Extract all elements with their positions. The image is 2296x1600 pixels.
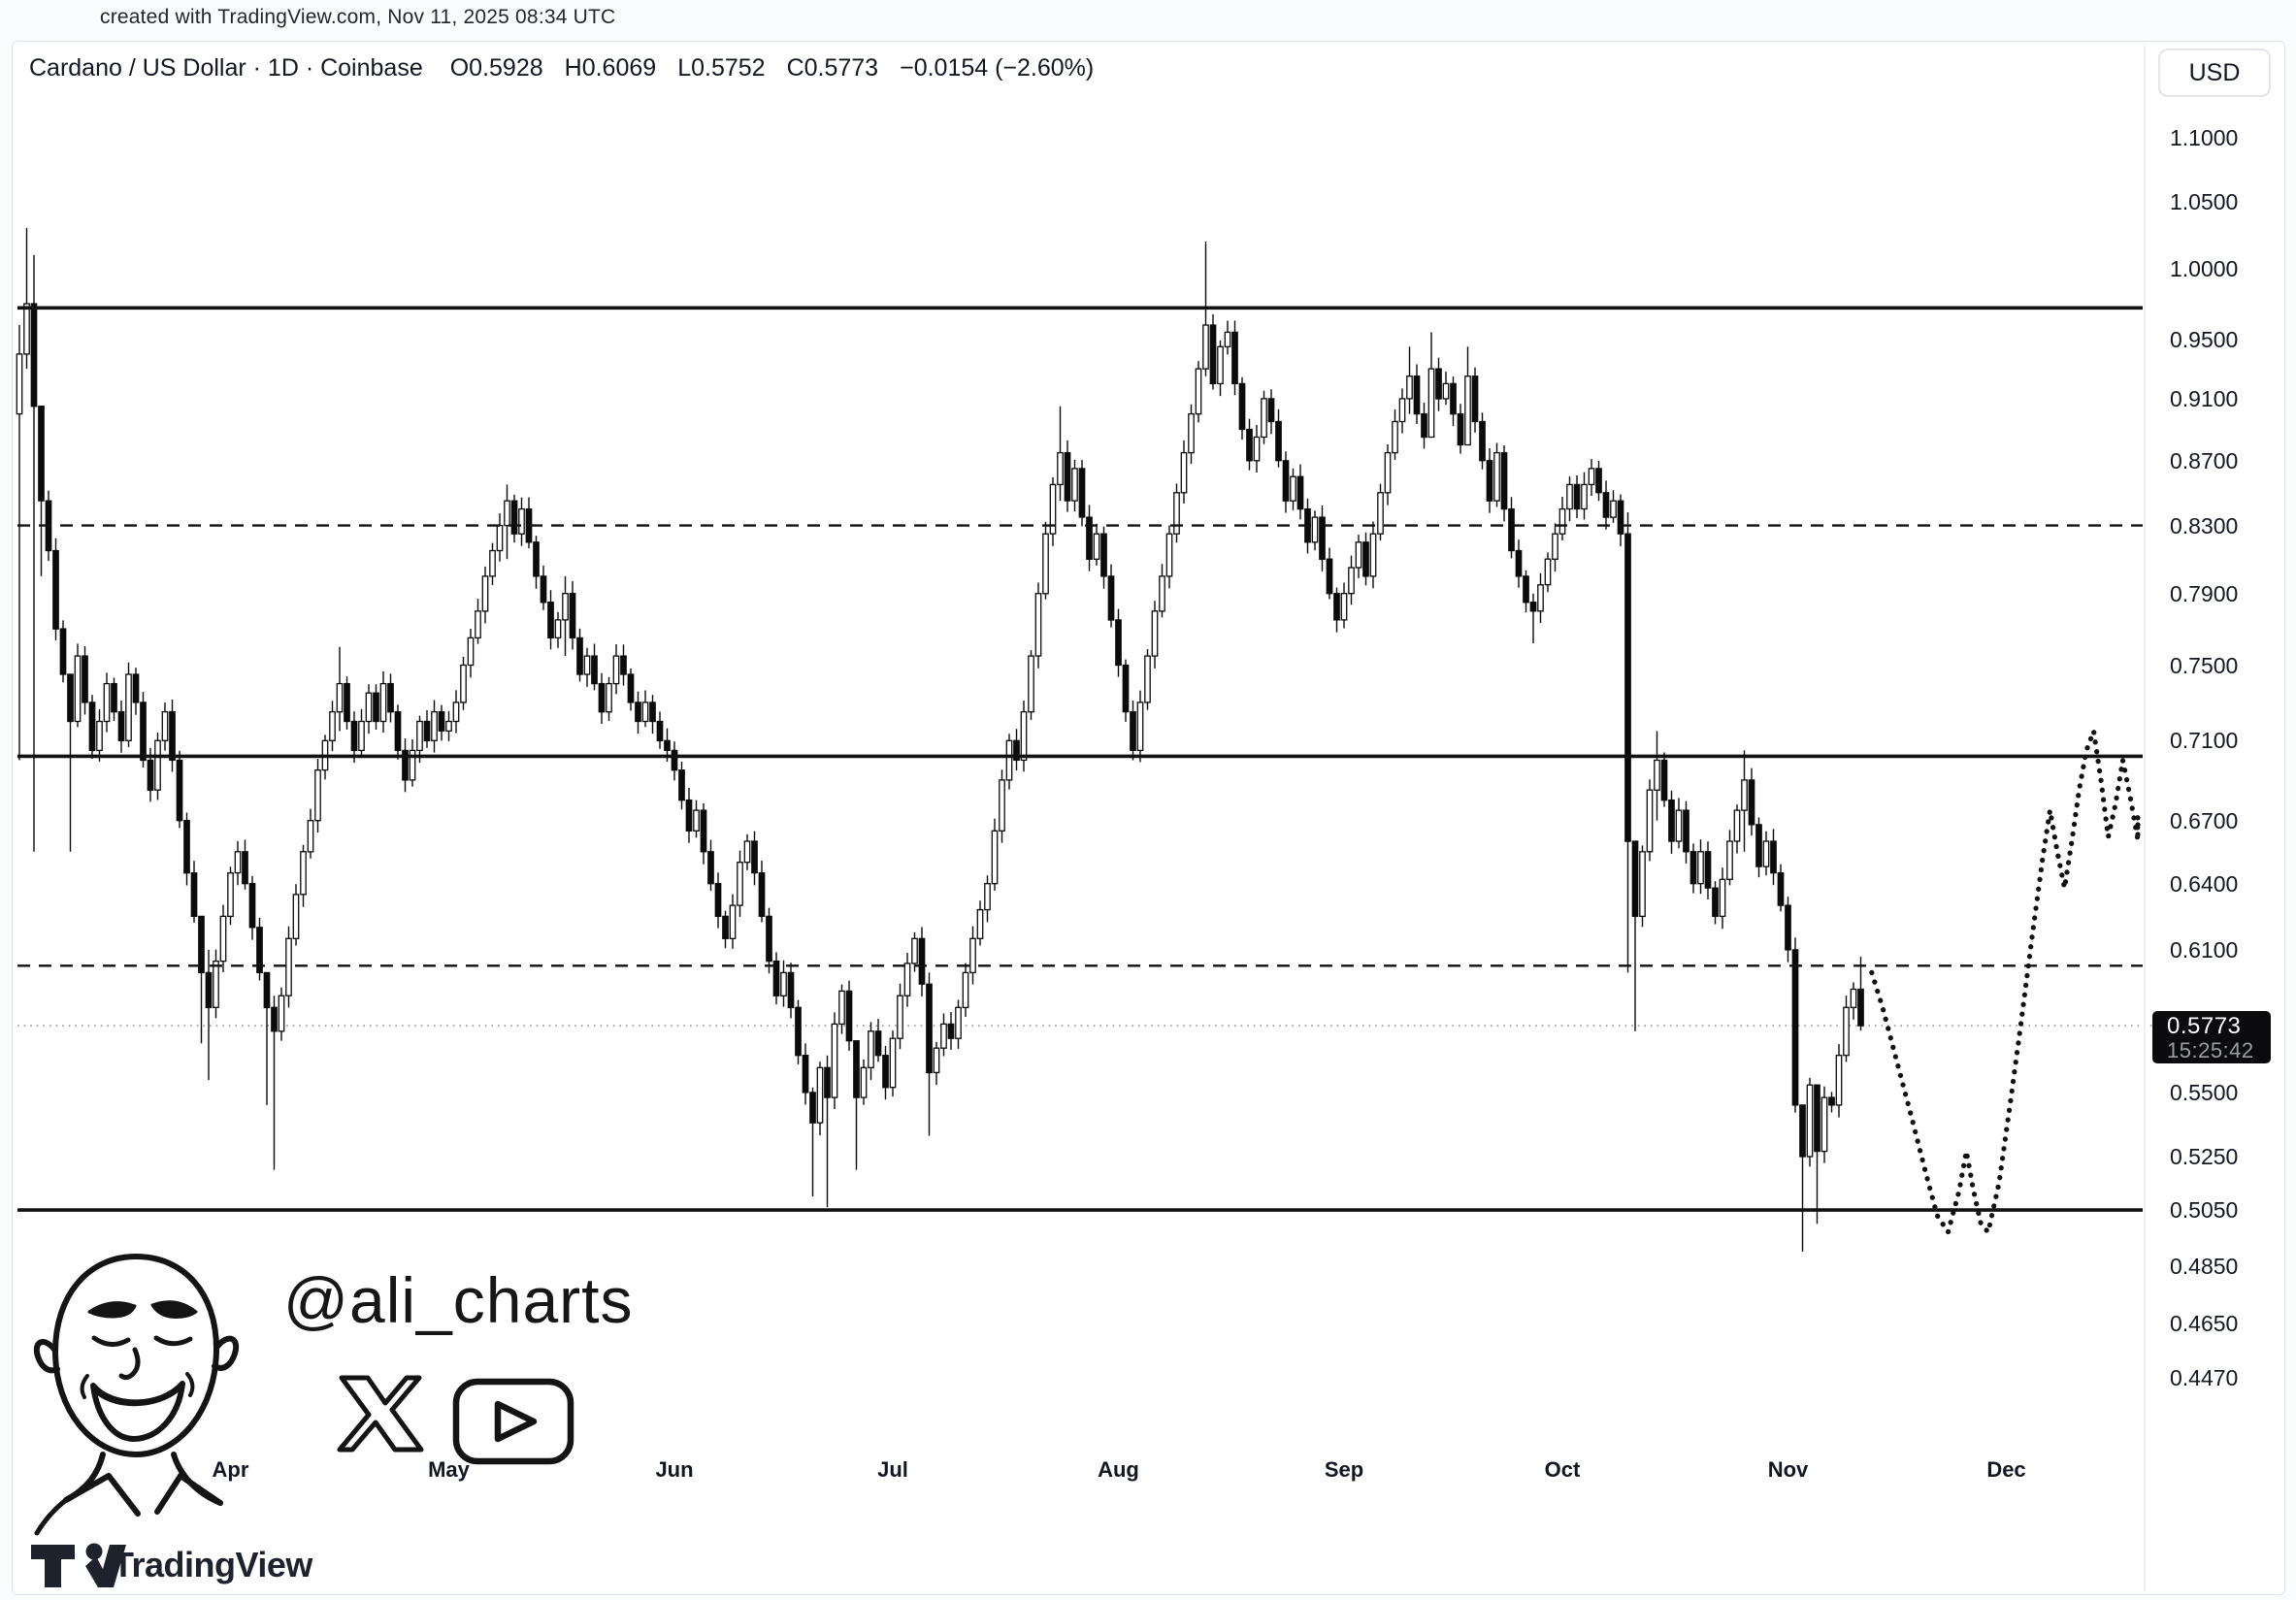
x-icon: [337, 1375, 424, 1453]
symbol-title[interactable]: Cardano / US Dollar · 1D · Coinbase: [29, 54, 423, 82]
price-tick: 0.7500: [2170, 652, 2239, 678]
price-tick: 0.5250: [2170, 1143, 2239, 1169]
support-resistance-lines[interactable]: [17, 306, 2143, 1212]
month-label: Aug: [1098, 1457, 1139, 1482]
price-tick: 0.4650: [2170, 1311, 2239, 1337]
last-price-badge: 0.5773 15:25:42: [2152, 1011, 2271, 1064]
youtube-icon: [452, 1378, 574, 1465]
ohlc-high: H0.6069: [564, 54, 657, 82]
tradingview-logo-icon[interactable]: [31, 1543, 126, 1588]
ohlc-close: C0.5773: [786, 54, 879, 82]
price-tick: 1.1000: [2170, 124, 2239, 150]
month-label: Dec: [1986, 1457, 2026, 1482]
price-tick: 1.0000: [2170, 256, 2239, 281]
change-value: −0.0154 (−2.60%): [900, 54, 1095, 82]
chart-legend: Cardano / US Dollar · 1D · Coinbase O0.59…: [29, 54, 1115, 82]
price-tick: 0.6100: [2170, 936, 2239, 963]
tradingview-wordmark[interactable]: TradingView: [113, 1545, 312, 1584]
candlestick-series: [16, 228, 1864, 1252]
ohlc-open: O0.5928: [449, 54, 543, 82]
month-label: Sep: [1324, 1457, 1364, 1482]
price-tick: 0.5050: [2170, 1197, 2239, 1224]
time-axis[interactable]: Apr May Jun Jul Aug Sep Oct Nov Dec: [16, 1453, 2145, 1492]
price-tick: 0.6700: [2170, 807, 2239, 833]
currency-button[interactable]: USD: [2158, 49, 2271, 97]
price-axis[interactable]: 1.1000 1.0500 1.0000 0.9500 0.9100 0.8700 0.83…: [2145, 45, 2296, 1500]
ohlc-low: L0.5752: [677, 54, 766, 82]
price-tick: 0.9500: [2170, 326, 2239, 352]
badge-price: 0.5773: [2167, 1013, 2242, 1040]
price-tick: 0.7100: [2170, 728, 2239, 754]
month-label: Apr: [212, 1457, 249, 1482]
month-label: May: [428, 1457, 470, 1482]
price-tick: 1.0500: [2170, 188, 2239, 214]
month-label: Nov: [1767, 1457, 1809, 1482]
price-tick: 0.9100: [2170, 385, 2239, 411]
price-tick: 0.4850: [2170, 1253, 2239, 1279]
price-tick: 0.5500: [2170, 1079, 2239, 1105]
price-tick: 0.4470: [2170, 1365, 2239, 1391]
price-tick: 0.8300: [2170, 512, 2239, 539]
price-tick: 0.6400: [2170, 870, 2239, 897]
ali-avatar: [33, 1254, 240, 1536]
author-handle: @ali_charts: [283, 1264, 634, 1336]
chart-panel: [12, 41, 2285, 1595]
projection-path[interactable]: [1869, 728, 2141, 1235]
month-label: Jul: [877, 1457, 908, 1482]
price-tick: 0.8700: [2170, 447, 2239, 473]
month-label: Oct: [1544, 1457, 1581, 1482]
badge-countdown: 15:25:42: [2167, 1038, 2254, 1063]
price-tick: 0.7900: [2170, 580, 2239, 606]
creation-caption: created with TradingView.com, Nov 11, 20…: [100, 6, 616, 28]
month-label: Jun: [655, 1457, 694, 1482]
